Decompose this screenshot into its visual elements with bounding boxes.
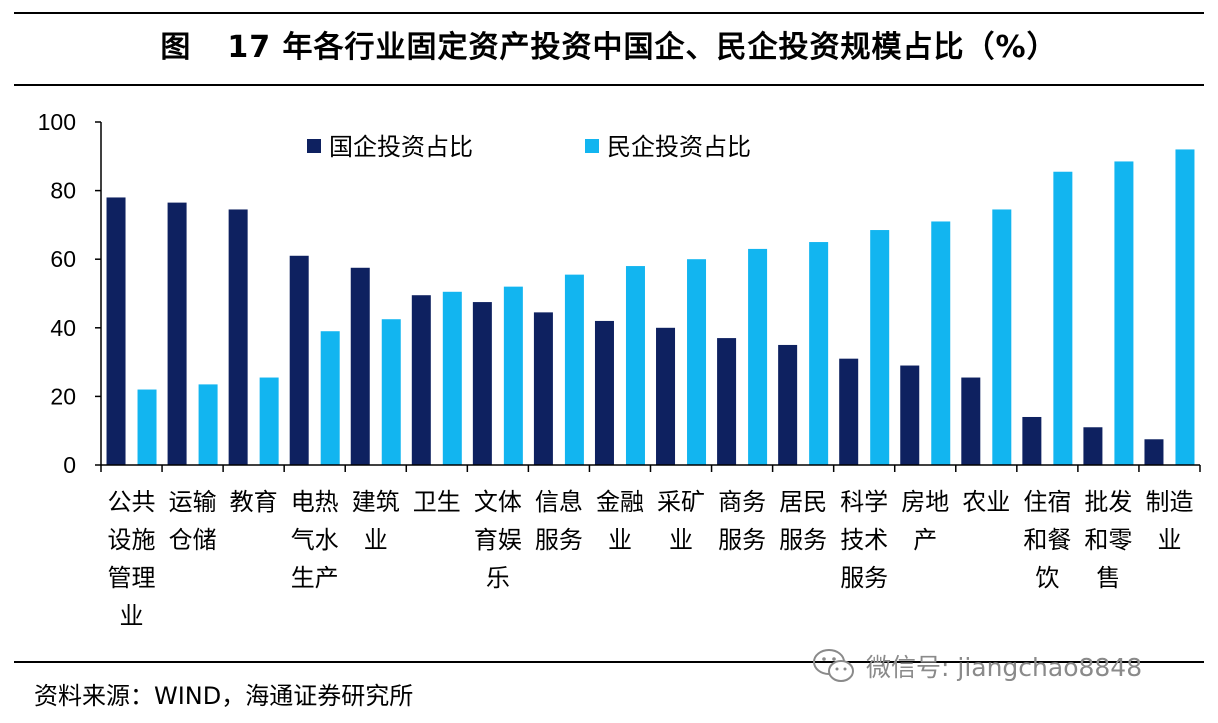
bar-soe (350, 267, 370, 465)
bar-soe (1022, 416, 1042, 465)
y-tick-label: 40 (50, 315, 76, 341)
bar-soe (533, 312, 553, 465)
bar-private (809, 242, 829, 465)
x-tick-label: 业 (364, 526, 388, 554)
bar-private (625, 266, 645, 465)
x-tick-label: 卫生 (413, 488, 461, 516)
bar-soe (289, 255, 309, 465)
figure-label: 图 (160, 30, 192, 65)
y-tick-label: 80 (50, 178, 76, 204)
y-tick-label: 0 (63, 452, 76, 478)
footer-rule (14, 661, 1204, 663)
x-tick-label: 服务 (535, 526, 583, 554)
x-tick-label: 运输 (169, 488, 217, 516)
bar-private (442, 291, 462, 465)
bar-private (1175, 149, 1195, 465)
bar-private (1053, 171, 1073, 466)
x-tick-label: 居民 (779, 488, 827, 516)
x-tick-label: 科学 (840, 488, 888, 516)
x-tick-label: 和餐 (1023, 526, 1071, 554)
bar-private (137, 389, 157, 465)
bar-private (931, 221, 951, 465)
x-tick-label: 电热 (291, 488, 339, 516)
bar-private (992, 209, 1012, 465)
x-tick-label: 服务 (840, 564, 888, 592)
y-tick-label: 100 (38, 109, 76, 135)
bar-soe (839, 358, 859, 465)
x-tick-label: 技术 (840, 526, 888, 554)
bar-soe (167, 202, 187, 466)
legend-swatch (307, 139, 321, 153)
wechat-icon (813, 649, 854, 682)
x-tick-label: 服务 (718, 526, 766, 554)
x-tick-label: 建筑 (352, 488, 400, 516)
bar-private (198, 384, 218, 465)
x-tick-label: 公共 (108, 488, 156, 516)
bar-soe (1144, 439, 1164, 465)
bar-private (1114, 161, 1134, 465)
bar-private (259, 377, 279, 465)
bar-soe (656, 327, 676, 465)
title-bottom-rule (14, 84, 1204, 86)
bar-soe (411, 295, 431, 465)
bar-soe (594, 320, 614, 465)
x-tick-label: 业 (120, 602, 144, 630)
x-tick-label: 文体 (474, 488, 522, 516)
x-tick-label: 商务 (718, 488, 766, 516)
title-top-rule (14, 12, 1204, 14)
x-tick-label: 教育 (230, 488, 278, 516)
bar-soe (961, 377, 981, 465)
bar-soe (472, 302, 492, 465)
bar-soe (106, 197, 126, 465)
x-tick-label: 房地 (901, 488, 949, 516)
bar-soe (900, 365, 920, 465)
bar-private (564, 274, 584, 465)
x-tick-label: 乐 (486, 564, 510, 592)
chart-title: 图 17 年各行业固定资产投资中国企、民企投资规模占比（%） (0, 22, 1218, 66)
x-tick-label: 仓储 (169, 526, 217, 554)
bar-private (870, 230, 890, 465)
x-tick-label: 批发 (1084, 488, 1132, 516)
x-tick-label: 住宿 (1023, 488, 1071, 516)
bar-soe (778, 344, 798, 465)
x-tick-label: 生产 (291, 564, 339, 592)
x-tick-label: 和零 (1084, 526, 1132, 554)
bar-soe (717, 338, 737, 465)
x-tick-label: 农业 (962, 488, 1010, 516)
bar-private (503, 286, 523, 465)
x-tick-label: 金融 (596, 488, 644, 516)
x-tick-label: 业 (1157, 526, 1181, 554)
title-text: 17 年各行业固定资产投资中国企、民企投资规模占比（%） (227, 30, 1058, 65)
x-tick-label: 饮 (1035, 564, 1059, 592)
bar-private (381, 319, 401, 465)
x-tick-label: 管理 (108, 564, 156, 592)
x-tick-label: 服务 (779, 526, 827, 554)
x-tick-label: 售 (1096, 564, 1120, 592)
x-tick-label: 气水 (291, 526, 339, 554)
x-tick-label: 业 (608, 526, 632, 554)
x-tick-label: 产 (913, 526, 937, 554)
x-tick-label: 育娱 (474, 526, 522, 554)
bar-private (687, 259, 707, 465)
watermark-text: 微信号: jiangchao8848 (866, 653, 1143, 682)
x-tick-label: 制造 (1145, 488, 1193, 516)
bar-soe (1083, 427, 1103, 465)
bar-soe (228, 209, 248, 465)
x-tick-label: 业 (669, 526, 693, 554)
y-tick-label: 20 (50, 383, 76, 409)
bar-private (748, 248, 768, 465)
source-note: 资料来源：WIND，海通证券研究所 (34, 682, 414, 710)
y-tick-label: 60 (50, 246, 76, 272)
legend-swatch (585, 139, 599, 153)
legend-label: 国企投资占比 (329, 133, 473, 161)
watermark: 微信号: jiangchao8848 (812, 646, 1142, 686)
bar-private (320, 331, 340, 465)
x-tick-label: 采矿 (657, 488, 705, 516)
x-tick-label: 设施 (108, 526, 156, 554)
legend-label: 民企投资占比 (607, 133, 751, 161)
x-tick-label: 信息 (535, 488, 583, 516)
